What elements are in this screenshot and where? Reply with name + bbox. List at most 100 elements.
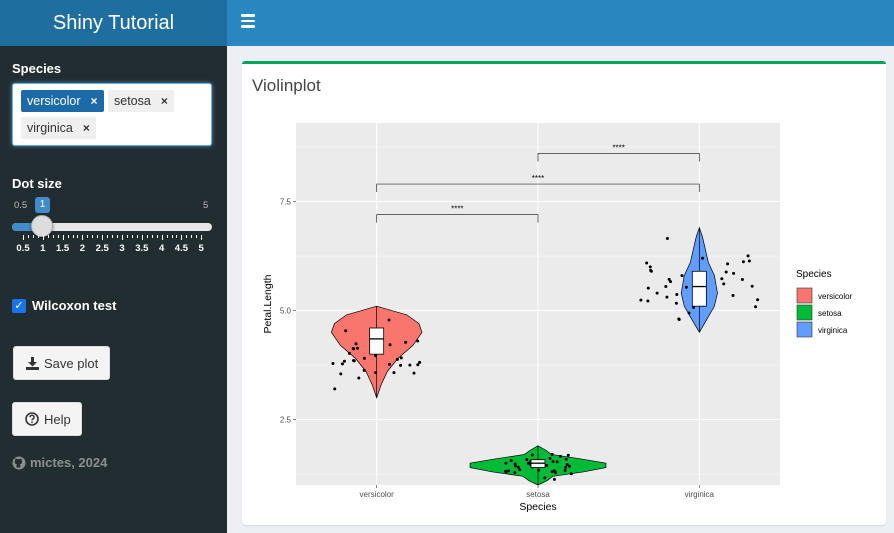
data-point xyxy=(722,282,726,286)
data-point xyxy=(747,259,751,263)
slider-minor-tick xyxy=(77,235,79,238)
remove-icon[interactable]: × xyxy=(160,94,168,108)
data-point xyxy=(750,284,754,288)
slider-tick-label: 3.5 xyxy=(135,243,149,254)
data-point xyxy=(504,461,508,465)
comparison-bracket xyxy=(537,153,700,162)
data-point xyxy=(352,347,356,351)
data-point xyxy=(333,387,337,391)
data-point xyxy=(416,363,420,367)
save-plot-button[interactable]: Save plot xyxy=(13,346,110,380)
data-point xyxy=(550,470,554,474)
help-button[interactable]: Help xyxy=(12,402,82,436)
footer[interactable]: mictes, 2024 xyxy=(12,455,107,470)
remove-icon[interactable]: × xyxy=(90,94,98,108)
slider-minor-tick xyxy=(146,235,148,238)
comparison-bracket xyxy=(376,214,539,223)
slider-tick-label: 1 xyxy=(40,243,46,254)
data-point xyxy=(724,270,728,274)
data-point xyxy=(677,317,681,321)
slider-tick-label: 3 xyxy=(119,243,125,254)
slider-tick xyxy=(82,235,84,240)
data-point xyxy=(388,343,392,347)
slider-minor-tick xyxy=(32,235,34,238)
slider-minor-tick xyxy=(97,235,99,238)
data-point xyxy=(568,464,572,468)
slider-tick-label: 5 xyxy=(198,243,204,254)
data-point xyxy=(756,298,760,302)
data-point xyxy=(565,463,569,467)
app-title[interactable]: Shiny Tutorial xyxy=(0,0,227,46)
data-point xyxy=(558,454,562,458)
species-tag-versicolor[interactable]: versicolor × xyxy=(21,90,104,112)
slider-tick-label: 1.5 xyxy=(55,243,70,254)
slider-minor-tick xyxy=(191,235,193,238)
data-point xyxy=(387,318,391,322)
data-point xyxy=(418,360,422,364)
slider-tick-label: 4.5 xyxy=(174,243,188,254)
data-point xyxy=(741,260,745,264)
slider-value-badge: 1 xyxy=(35,197,50,213)
remove-icon[interactable]: × xyxy=(82,121,90,135)
data-point xyxy=(507,469,511,473)
data-point xyxy=(362,356,366,360)
data-point xyxy=(344,329,348,333)
data-point xyxy=(664,284,668,288)
slider-tick xyxy=(141,235,143,240)
slider-tick xyxy=(102,235,104,240)
data-point xyxy=(362,368,366,372)
slider-minor-tick xyxy=(131,235,133,238)
data-point xyxy=(342,359,346,363)
y-tick-label: 5.0 xyxy=(280,307,292,316)
slider-tick-label: 2 xyxy=(79,243,86,254)
sidebar-toggle-icon[interactable] xyxy=(241,14,255,30)
slider-minor-tick xyxy=(27,235,29,238)
slider-tick-label: 2.5 xyxy=(95,243,109,254)
dot-size-slider-handle[interactable] xyxy=(31,215,53,237)
data-point xyxy=(392,371,396,375)
slider-minor-tick xyxy=(166,235,168,238)
wilcoxon-label: Wilcoxon test xyxy=(32,298,117,313)
data-point xyxy=(548,456,552,460)
data-point xyxy=(509,459,513,463)
data-point xyxy=(374,354,378,358)
slider-minor-tick xyxy=(151,235,153,238)
data-point xyxy=(340,362,344,366)
data-point xyxy=(655,291,659,295)
slider-minor-tick xyxy=(117,235,119,238)
top-navbar xyxy=(227,0,894,46)
slider-minor-tick xyxy=(107,235,109,238)
data-point xyxy=(674,301,678,305)
download-icon xyxy=(26,356,39,370)
slider-minor-tick xyxy=(126,235,128,238)
legend-key xyxy=(796,287,813,304)
dot-size-slider-track[interactable] xyxy=(12,223,212,231)
data-point xyxy=(513,462,517,466)
species-tag-virginica[interactable]: virginica × xyxy=(21,117,96,139)
species-select[interactable]: versicolor × setosa × virginica × xyxy=(12,83,212,146)
data-point xyxy=(731,293,735,297)
x-tick-label: virginica xyxy=(685,490,715,499)
data-point xyxy=(388,362,392,366)
data-point xyxy=(566,453,570,457)
data-point xyxy=(645,261,649,265)
dot-size-label: Dot size xyxy=(12,176,62,191)
y-tick-label: 7.5 xyxy=(280,198,292,207)
sidebar: Species versicolor × setosa × virginica × D… xyxy=(0,46,227,533)
data-point xyxy=(564,457,568,461)
data-point xyxy=(684,285,688,289)
data-point xyxy=(550,453,554,457)
data-point xyxy=(331,362,335,366)
legend-key xyxy=(796,321,813,338)
species-tag-setosa[interactable]: setosa × xyxy=(108,90,174,112)
wilcoxon-checkbox[interactable]: ✓ xyxy=(12,299,26,313)
data-point xyxy=(518,468,522,472)
data-point xyxy=(648,265,652,269)
data-point xyxy=(552,477,556,481)
data-point xyxy=(339,372,343,376)
data-point xyxy=(395,357,399,361)
data-point xyxy=(564,465,568,469)
data-point xyxy=(649,269,653,273)
data-point xyxy=(504,470,508,474)
slider-tick xyxy=(161,235,163,240)
